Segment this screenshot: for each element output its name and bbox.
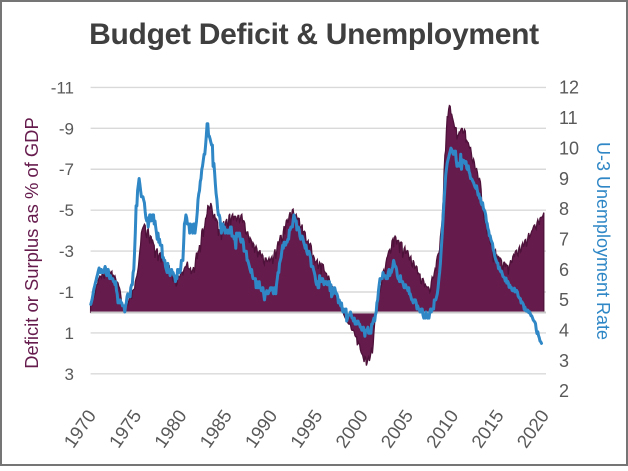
svg-text:Budget Deficit & Unemployment: Budget Deficit & Unemployment bbox=[89, 18, 539, 51]
svg-text:-9: -9 bbox=[59, 119, 74, 138]
svg-text:-1: -1 bbox=[59, 283, 74, 302]
svg-text:-11: -11 bbox=[51, 78, 74, 97]
svg-text:7: 7 bbox=[559, 230, 569, 250]
svg-text:9: 9 bbox=[559, 169, 569, 189]
svg-text:4: 4 bbox=[559, 321, 569, 341]
svg-text:8: 8 bbox=[559, 199, 569, 219]
svg-text:1: 1 bbox=[65, 324, 74, 343]
svg-text:Deficit or Surplus as % of GDP: Deficit or Surplus as % of GDP bbox=[21, 117, 42, 368]
svg-text:U-3 Unemployment Rate: U-3 Unemployment Rate bbox=[593, 142, 613, 340]
svg-text:6: 6 bbox=[559, 260, 569, 280]
svg-text:10: 10 bbox=[559, 138, 579, 158]
svg-text:12: 12 bbox=[559, 78, 579, 98]
svg-text:-5: -5 bbox=[59, 201, 74, 220]
svg-text:3: 3 bbox=[65, 365, 74, 384]
svg-text:-3: -3 bbox=[59, 242, 74, 261]
svg-text:-7: -7 bbox=[59, 160, 74, 179]
svg-text:5: 5 bbox=[559, 290, 569, 310]
svg-text:2: 2 bbox=[559, 381, 569, 401]
svg-text:3: 3 bbox=[559, 351, 569, 371]
svg-text:11: 11 bbox=[559, 108, 578, 128]
